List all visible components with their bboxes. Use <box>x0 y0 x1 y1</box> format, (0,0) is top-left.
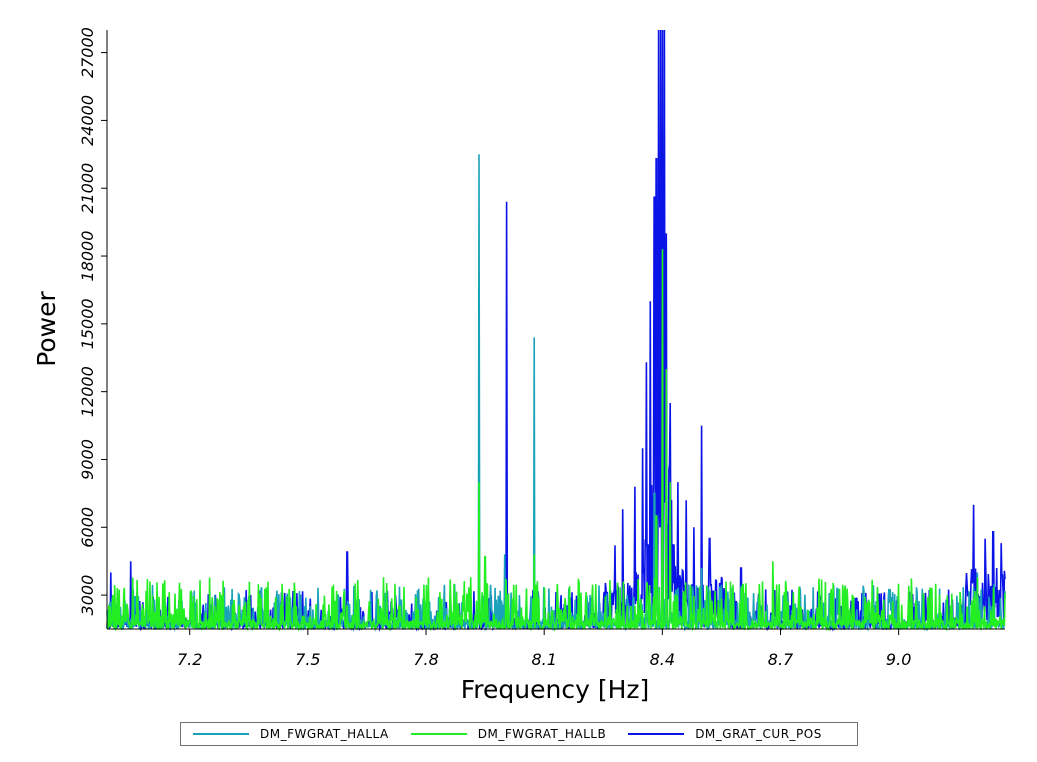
series-line-dm-grat-cur-pos <box>106 29 1006 632</box>
y-tick-label: 3000 <box>78 575 97 616</box>
chart-legend: DM_FWGRAT_HALLA DM_FWGRAT_HALLB DM_GRAT_CU… <box>180 722 858 746</box>
legend-item-dm-fwgrat-halla: DM_FWGRAT_HALLA <box>193 727 389 741</box>
x-axis-title: Frequency [Hz] <box>461 675 650 704</box>
y-tick-label: 15000 <box>78 298 97 349</box>
y-tick-label: 9000 <box>78 439 97 480</box>
y-tick-label: 24000 <box>78 95 97 146</box>
x-tick-label: 8.4 <box>650 650 675 669</box>
x-tick-label: 7.5 <box>295 650 320 669</box>
x-tick-label: 7.2 <box>177 650 202 669</box>
legend-label: DM_FWGRAT_HALLA <box>260 727 389 741</box>
legend-swatch <box>410 733 467 735</box>
x-tick-label: 7.8 <box>413 650 438 669</box>
y-tick-label: 21000 <box>78 163 97 214</box>
y-tick-label: 6000 <box>78 507 97 548</box>
legend-swatch <box>628 733 685 735</box>
x-tick-label: 8.1 <box>531 650 556 669</box>
series-line-dm-fwgrat-halla <box>106 154 1006 632</box>
legend-swatch <box>193 733 249 735</box>
y-tick-label: 27000 <box>78 27 97 78</box>
legend-label: DM_GRAT_CUR_POS <box>695 727 822 741</box>
legend-item-dm-grat-cur-pos: DM_GRAT_CUR_POS <box>628 727 822 741</box>
power-spectrum-chart: 7.2 7.5 7.8 8.1 8.4 8.7 9.0 3000 6000 9000 12000 15… <box>32 27 1006 704</box>
y-tick-label: 12000 <box>78 366 97 417</box>
y-tick-label: 18000 <box>78 231 97 282</box>
axis-layer: 7.2 7.5 7.8 8.1 8.4 8.7 9.0 3000 6000 9000 12000 15… <box>78 27 1005 669</box>
legend-label: DM_FWGRAT_HALLB <box>477 727 607 741</box>
y-axis-title: Power <box>32 290 61 366</box>
x-tick-label: 8.7 <box>768 650 794 669</box>
x-tick-label: 9.0 <box>886 650 911 669</box>
legend-item-dm-fwgrat-hallb: DM_FWGRAT_HALLB <box>410 727 607 741</box>
series-line-dm-fwgrat-hallb <box>106 249 1006 632</box>
series-layer <box>106 29 1006 632</box>
